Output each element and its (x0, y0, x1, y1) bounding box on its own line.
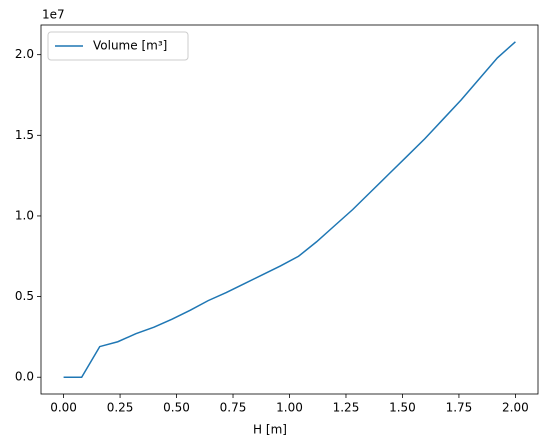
x-tick-label: 0.00 (50, 401, 77, 415)
x-tick-label: 1.00 (276, 401, 303, 415)
y-tick-label: 0.5 (15, 289, 34, 303)
x-tick-label: 1.75 (446, 401, 473, 415)
y-tick-label: 1.0 (15, 208, 34, 222)
x-tick-label: 2.00 (502, 401, 529, 415)
x-tick-label: 0.25 (107, 401, 134, 415)
x-axis-label: H [m] (253, 423, 287, 437)
legend-box (47, 31, 189, 61)
x-tick-label: 1.25 (333, 401, 360, 415)
y-offset-label: 1e7 (42, 8, 65, 22)
y-tick-label: 2.0 (15, 47, 34, 61)
legend-label: Volume [m³] (93, 39, 167, 53)
plot-frame (40, 24, 539, 395)
y-tick-label: 0.0 (15, 370, 34, 384)
x-tick-label: 0.75 (220, 401, 247, 415)
line (63, 41, 516, 378)
y-tick-label: 1.5 (15, 128, 34, 142)
x-tick-label: 0.50 (163, 401, 190, 415)
x-tick-label: 1.50 (389, 401, 416, 415)
